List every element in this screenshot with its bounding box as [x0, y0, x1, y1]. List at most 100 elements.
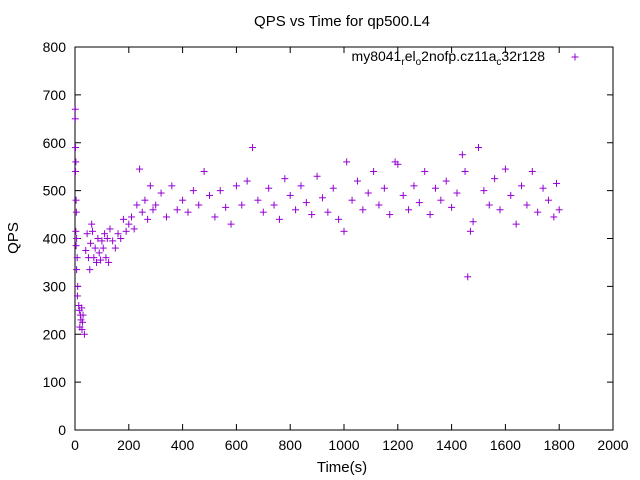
data-point [512, 220, 520, 228]
data-point [232, 182, 240, 190]
data-point [329, 184, 337, 192]
data-point [259, 208, 267, 216]
data-point [127, 213, 135, 221]
data-point [302, 199, 310, 207]
data-point [421, 167, 429, 175]
data-point [216, 187, 224, 195]
x-tick-label: 1000 [328, 437, 359, 453]
data-point [270, 201, 278, 209]
data-point [222, 203, 230, 211]
data-point [87, 239, 95, 247]
data-point [353, 177, 361, 185]
legend-label-part: my8041 [352, 48, 402, 64]
data-point [507, 191, 515, 199]
data-point [275, 215, 283, 223]
x-tick-label: 200 [117, 437, 141, 453]
data-point [136, 165, 144, 173]
data-point [71, 105, 79, 113]
data-point [518, 182, 526, 190]
data-point [173, 206, 181, 214]
data-point [528, 167, 536, 175]
data-point [86, 266, 94, 274]
data-point [80, 330, 88, 338]
x-tick-label: 600 [225, 437, 249, 453]
y-tick-label: 400 [43, 231, 67, 247]
x-tick-label: 1800 [544, 437, 575, 453]
legend: my8041relo2nofp.cz11ac32r128 [352, 48, 579, 68]
data-point [364, 189, 372, 197]
data-point [200, 167, 208, 175]
data-point [101, 230, 109, 238]
data-point [73, 292, 81, 300]
data-point [550, 213, 558, 221]
data-point [292, 206, 300, 214]
data-point [464, 273, 472, 281]
data-point [491, 175, 499, 183]
data-point [501, 165, 509, 173]
data-point [375, 201, 383, 209]
data-point [109, 237, 117, 245]
data-point [324, 208, 332, 216]
data-point [448, 203, 456, 211]
y-tick-label: 300 [43, 278, 67, 294]
data-point [340, 227, 348, 235]
data-point [102, 254, 110, 262]
data-point [410, 182, 418, 190]
data-point [78, 325, 86, 333]
data-point [99, 244, 107, 252]
data-point [189, 187, 197, 195]
data-point [318, 194, 326, 202]
data-point [72, 167, 80, 175]
y-tick-label: 600 [43, 135, 67, 151]
data-point [496, 206, 504, 214]
data-point [399, 191, 407, 199]
legend-entry-label: my8041relo2nofp.cz11ac32r128 [352, 48, 546, 68]
data-point [73, 235, 81, 242]
x-tick-label: 1600 [490, 437, 521, 453]
x-axis-ticks: 0 200 400 600 800 1000 1200 1400 1600 1800 2000 [71, 47, 629, 453]
data-point [162, 213, 170, 221]
data-point [73, 266, 81, 274]
x-tick-label: 1400 [436, 437, 467, 453]
legend-label-part: r [401, 57, 405, 68]
y-tick-label: 800 [43, 39, 67, 55]
data-point [415, 199, 423, 207]
data-point [386, 211, 394, 219]
data-point [144, 215, 152, 223]
data-point [72, 144, 80, 152]
legend-label-part: o [416, 57, 422, 68]
data-point [103, 235, 111, 242]
y-tick-label: 700 [43, 87, 67, 103]
data-point [265, 184, 273, 192]
data-point [72, 227, 80, 235]
data-point [95, 249, 103, 257]
data-point [149, 206, 157, 214]
data-point [426, 211, 434, 219]
x-tick-label: 1200 [382, 437, 413, 453]
data-point [466, 227, 474, 235]
data-point [431, 184, 439, 192]
data-point [394, 160, 402, 168]
data-point [485, 201, 493, 209]
plot-axes [74, 46, 614, 431]
data-point [97, 256, 105, 264]
data-point [534, 208, 542, 216]
data-point [523, 201, 531, 209]
legend-entry-marker [571, 53, 579, 61]
data-point [458, 151, 466, 159]
data-point [437, 196, 445, 204]
legend-marker-plus [571, 53, 579, 61]
y-tick-label: 0 [58, 422, 66, 438]
data-point [343, 158, 351, 166]
data-point [555, 206, 563, 214]
x-tick-label: 2000 [597, 437, 628, 453]
data-point [111, 244, 119, 252]
data-point [91, 244, 99, 252]
data-point [544, 196, 552, 204]
data-point [117, 235, 125, 242]
data-point [141, 196, 149, 204]
y-axis-ticks: 0 100 200 300 400 500 600 700 800 [43, 39, 613, 438]
data-point [78, 304, 86, 312]
data-point [98, 237, 106, 245]
